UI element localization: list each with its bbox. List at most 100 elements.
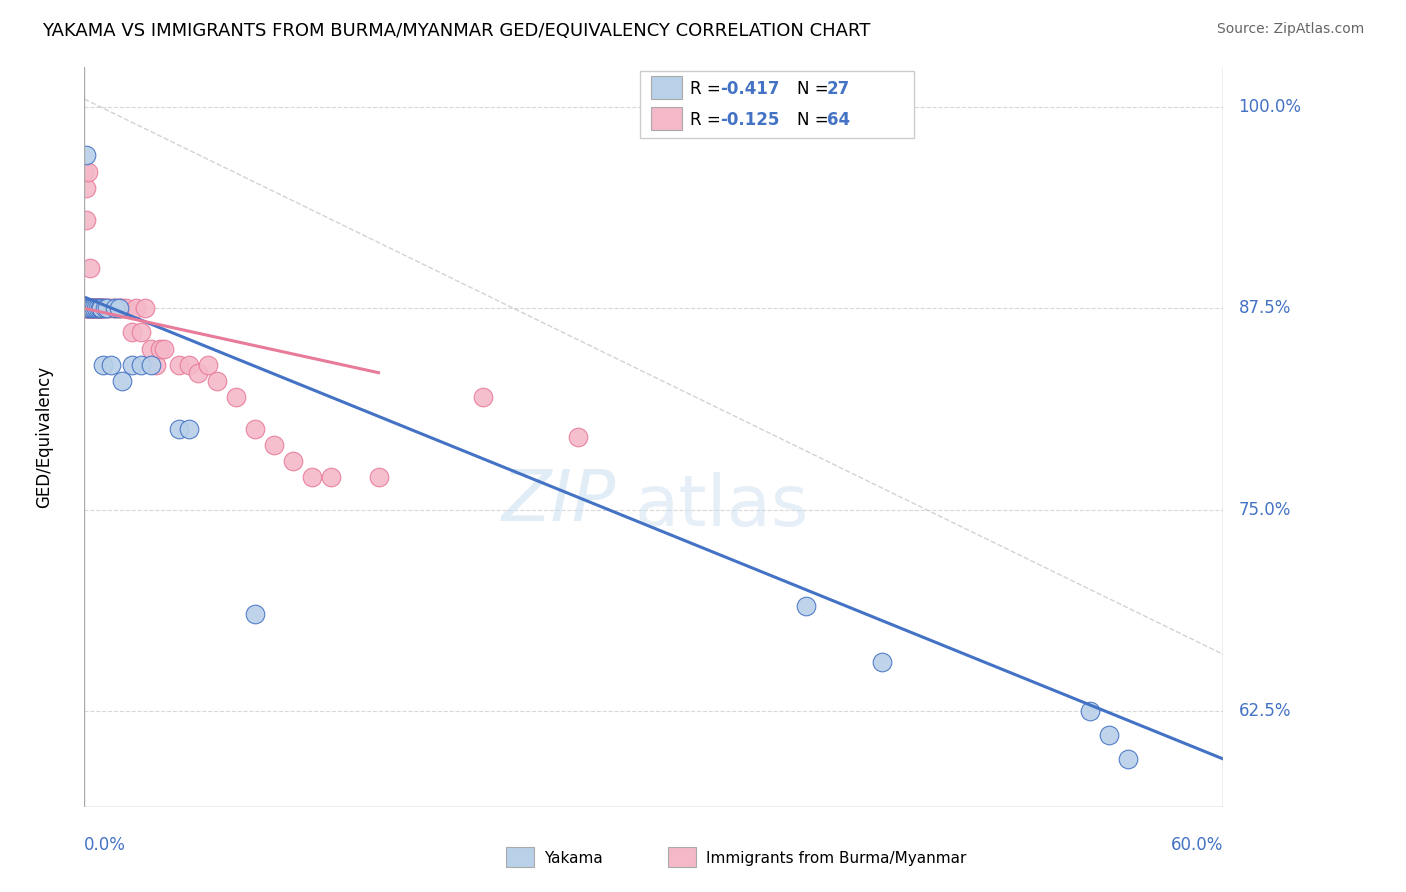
Point: [111, 374, 134, 388]
Text: R =: R =: [690, 111, 727, 128]
Point: [77, 164, 100, 178]
Point: [89, 301, 111, 316]
Point: [77, 301, 100, 316]
Point: [187, 366, 209, 380]
Point: [107, 301, 129, 316]
Point: [86, 301, 108, 316]
Point: [870, 656, 893, 670]
Point: [94, 301, 117, 316]
Text: 64: 64: [827, 111, 849, 128]
Point: [89, 301, 111, 316]
Point: [73, 164, 96, 178]
Point: [75, 212, 97, 227]
Point: [79, 301, 101, 316]
Text: Immigrants from Burma/Myanmar: Immigrants from Burma/Myanmar: [706, 851, 966, 865]
Point: [77, 301, 100, 316]
Text: atlas: atlas: [636, 472, 810, 541]
Point: [77, 301, 100, 316]
Point: [93, 301, 115, 316]
Point: [93, 301, 115, 316]
Point: [263, 438, 285, 452]
Point: [84, 301, 107, 316]
Point: [245, 607, 267, 621]
Point: [90, 301, 112, 316]
Text: R =: R =: [690, 79, 727, 98]
Point: [131, 326, 153, 340]
Point: [93, 301, 115, 316]
Point: [110, 301, 132, 316]
Point: [177, 358, 200, 372]
Point: [124, 301, 146, 316]
Point: [100, 358, 122, 372]
Point: [101, 301, 124, 316]
Point: [139, 342, 162, 356]
Point: [86, 301, 108, 316]
Point: [1118, 752, 1140, 766]
Point: [75, 301, 97, 316]
Point: [225, 390, 247, 404]
Point: [245, 422, 267, 436]
Point: [80, 301, 103, 316]
Point: [98, 301, 121, 316]
Point: [111, 301, 134, 316]
Text: Source: ZipAtlas.com: Source: ZipAtlas.com: [1216, 22, 1364, 37]
Point: [1080, 704, 1102, 718]
Point: [149, 342, 172, 356]
Point: [121, 358, 143, 372]
Point: [1098, 728, 1121, 742]
Point: [75, 301, 97, 316]
Point: [472, 390, 495, 404]
Point: [84, 301, 107, 316]
Point: [75, 148, 97, 162]
Point: [104, 301, 127, 316]
Point: [77, 301, 100, 316]
Text: YAKAMA VS IMMIGRANTS FROM BURMA/MYANMAR GED/EQUIVALENCY CORRELATION CHART: YAKAMA VS IMMIGRANTS FROM BURMA/MYANMAR …: [42, 22, 870, 40]
Point: [96, 301, 118, 316]
Text: 60.0%: 60.0%: [1171, 836, 1223, 855]
Point: [79, 301, 101, 316]
Point: [86, 301, 108, 316]
Point: [567, 430, 589, 444]
Point: [83, 301, 105, 316]
Text: Yakama: Yakama: [544, 851, 603, 865]
Point: [84, 301, 107, 316]
Point: [367, 470, 389, 484]
Point: [75, 180, 97, 194]
Point: [169, 358, 191, 372]
Point: [84, 301, 107, 316]
Text: 100.0%: 100.0%: [1239, 98, 1302, 116]
Text: 27: 27: [827, 79, 851, 98]
Point: [121, 326, 143, 340]
Point: [169, 422, 191, 436]
Point: [139, 358, 162, 372]
Text: 75.0%: 75.0%: [1239, 500, 1291, 518]
Point: [283, 454, 305, 468]
Text: N =: N =: [797, 111, 834, 128]
Text: N =: N =: [797, 79, 834, 98]
Point: [134, 301, 156, 316]
Text: 87.5%: 87.5%: [1239, 300, 1291, 318]
Point: [197, 358, 219, 372]
Point: [89, 301, 111, 316]
Text: 0.0%: 0.0%: [84, 836, 127, 855]
Point: [80, 301, 103, 316]
Point: [93, 358, 115, 372]
Point: [90, 301, 112, 316]
Point: [80, 301, 103, 316]
Point: [153, 342, 176, 356]
Point: [96, 301, 118, 316]
Point: [79, 301, 101, 316]
Text: -0.417: -0.417: [720, 79, 779, 98]
Text: 62.5%: 62.5%: [1239, 702, 1291, 720]
Text: -0.125: -0.125: [720, 111, 779, 128]
Point: [90, 301, 112, 316]
Point: [321, 470, 343, 484]
Point: [145, 358, 167, 372]
Point: [80, 301, 103, 316]
Point: [83, 301, 105, 316]
Point: [73, 301, 96, 316]
Point: [207, 374, 229, 388]
Point: [107, 301, 129, 316]
Point: [83, 301, 105, 316]
Text: GED/Equivalency: GED/Equivalency: [35, 366, 53, 508]
